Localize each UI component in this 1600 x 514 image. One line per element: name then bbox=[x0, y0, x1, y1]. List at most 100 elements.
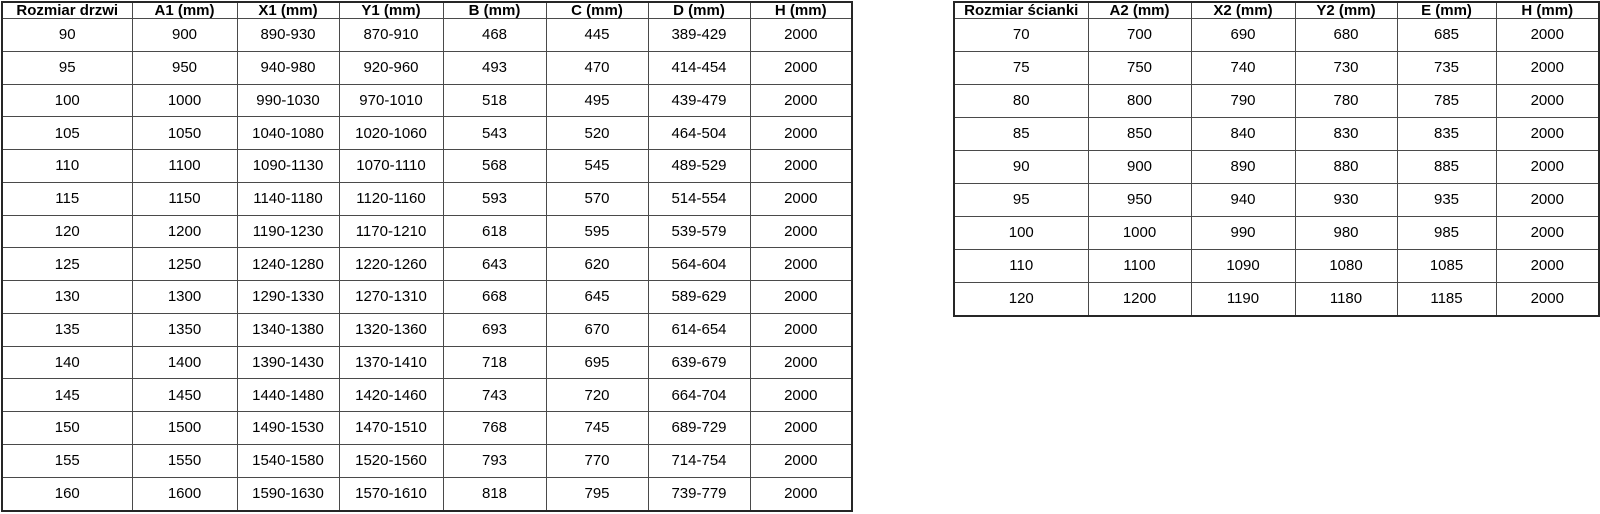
table-cell: 2000 bbox=[749, 280, 853, 314]
table-cell: 740 bbox=[1190, 50, 1296, 85]
table-cell: 1040-1080 bbox=[236, 116, 340, 150]
table-cell: 95 bbox=[1, 50, 133, 85]
table-cell: 1100 bbox=[131, 149, 238, 183]
column-header: A1 (mm) bbox=[131, 1, 238, 19]
table-cell: 489-529 bbox=[647, 149, 751, 183]
table-cell: 2000 bbox=[749, 345, 853, 380]
table-row: 90 900 890 880 885 2000 bbox=[953, 149, 1600, 184]
table-cell: 1520-1560 bbox=[338, 443, 444, 478]
table-cell: 880 bbox=[1294, 149, 1398, 184]
table-cell: 2000 bbox=[1495, 50, 1600, 85]
table-row: 75 750 740 730 735 2000 bbox=[953, 50, 1600, 85]
table-cell: 120 bbox=[1, 214, 133, 249]
table-cell: 1200 bbox=[1087, 281, 1192, 317]
column-header: B (mm) bbox=[442, 1, 547, 19]
table-cell: 1450 bbox=[131, 378, 238, 412]
table-cell: 1600 bbox=[131, 476, 238, 512]
table-cell: 1370-1410 bbox=[338, 345, 444, 380]
table-cell: 2000 bbox=[1495, 281, 1600, 317]
table-cell: 90 bbox=[953, 149, 1089, 184]
table-cell: 2000 bbox=[749, 116, 853, 150]
column-header: H (mm) bbox=[749, 1, 853, 19]
table-row: 135 1350 1340-1380 1320-1360 693 670 614-654 20… bbox=[1, 312, 853, 347]
table-cell: 685 bbox=[1396, 18, 1497, 52]
table-row: 110 1100 1090 1080 1085 2000 bbox=[953, 248, 1600, 283]
table-cell: 700 bbox=[1087, 18, 1192, 52]
table-cell: 990 bbox=[1190, 215, 1296, 250]
table-cell: 389-429 bbox=[647, 18, 751, 52]
table-cell: 1540-1580 bbox=[236, 443, 340, 478]
table-cell: 930 bbox=[1294, 182, 1398, 217]
table-cell: 115 bbox=[1, 181, 133, 216]
table-cell: 795 bbox=[545, 476, 649, 512]
table-cell: 780 bbox=[1294, 83, 1398, 118]
table-cell: 818 bbox=[442, 476, 547, 512]
table-cell: 589-629 bbox=[647, 280, 751, 314]
table-cell: 1140-1180 bbox=[236, 181, 340, 216]
table-cell: 693 bbox=[442, 312, 547, 347]
table-cell: 145 bbox=[1, 378, 133, 412]
table-cell: 890-930 bbox=[236, 18, 340, 52]
table-cell: 985 bbox=[1396, 215, 1497, 250]
table-cell: 770 bbox=[545, 443, 649, 478]
column-header: X2 (mm) bbox=[1190, 1, 1296, 19]
table-cell: 745 bbox=[545, 411, 649, 445]
table-cell: 543 bbox=[442, 116, 547, 150]
table-row: 130 1300 1290-1330 1270-1310 668 645 589-629 20… bbox=[1, 280, 853, 314]
table-cell: 464-504 bbox=[647, 116, 751, 150]
table-cell: 110 bbox=[1, 149, 133, 183]
table-cell: 570 bbox=[545, 181, 649, 216]
table-cell: 125 bbox=[1, 247, 133, 281]
table-cell: 1085 bbox=[1396, 248, 1497, 283]
table-cell: 940-980 bbox=[236, 50, 340, 85]
column-header: C (mm) bbox=[545, 1, 649, 19]
header-row: Rozmiar ścianki A2 (mm) X2 (mm) Y2 (mm) E (m… bbox=[953, 1, 1600, 19]
table-cell: 1100 bbox=[1087, 248, 1192, 283]
table-row: 115 1150 1140-1180 1120-1160 593 570 514-554 20… bbox=[1, 181, 853, 216]
table-cell: 618 bbox=[442, 214, 547, 249]
table-cell: 1070-1110 bbox=[338, 149, 444, 183]
table-cell: 1570-1610 bbox=[338, 476, 444, 512]
table-cell: 840 bbox=[1190, 116, 1296, 151]
table-cell: 120 bbox=[953, 281, 1089, 317]
table-cell: 75 bbox=[953, 50, 1089, 85]
table-cell: 935 bbox=[1396, 182, 1497, 217]
column-header: Y2 (mm) bbox=[1294, 1, 1398, 19]
table-cell: 1550 bbox=[131, 443, 238, 478]
table-cell: 110 bbox=[953, 248, 1089, 283]
table-cell: 1120-1160 bbox=[338, 181, 444, 216]
table-cell: 695 bbox=[545, 345, 649, 380]
table-cell: 1220-1260 bbox=[338, 247, 444, 281]
table-cell: 2000 bbox=[749, 378, 853, 412]
table-cell: 70 bbox=[953, 18, 1089, 52]
table-row: 120 1200 1190 1180 1185 2000 bbox=[953, 281, 1600, 317]
table-cell: 1080 bbox=[1294, 248, 1398, 283]
table-cell: 2000 bbox=[1495, 215, 1600, 250]
table-cell: 643 bbox=[442, 247, 547, 281]
table-cell: 80 bbox=[953, 83, 1089, 118]
table-row: 85 850 840 830 835 2000 bbox=[953, 116, 1600, 151]
table-cell: 518 bbox=[442, 83, 547, 118]
table-cell: 2000 bbox=[1495, 248, 1600, 283]
table-cell: 990-1030 bbox=[236, 83, 340, 118]
table-cell: 735 bbox=[1396, 50, 1497, 85]
table-cell: 1185 bbox=[1396, 281, 1497, 317]
table-cell: 2000 bbox=[749, 411, 853, 445]
table-cell: 620 bbox=[545, 247, 649, 281]
column-header: E (mm) bbox=[1396, 1, 1497, 19]
table-cell: 493 bbox=[442, 50, 547, 85]
table-cell: 470 bbox=[545, 50, 649, 85]
table-row: 80 800 790 780 785 2000 bbox=[953, 83, 1600, 118]
table-cell: 2000 bbox=[749, 50, 853, 85]
table-cell: 1190-1230 bbox=[236, 214, 340, 249]
table-row: 140 1400 1390-1430 1370-1410 718 695 639-679 20… bbox=[1, 345, 853, 380]
table-cell: 614-654 bbox=[647, 312, 751, 347]
table-cell: 2000 bbox=[749, 443, 853, 478]
column-header: D (mm) bbox=[647, 1, 751, 19]
table-cell: 140 bbox=[1, 345, 133, 380]
table-cell: 593 bbox=[442, 181, 547, 216]
table-cell: 2000 bbox=[1495, 18, 1600, 52]
table-cell: 514-554 bbox=[647, 181, 751, 216]
table-cell: 1000 bbox=[1087, 215, 1192, 250]
table-cell: 1590-1630 bbox=[236, 476, 340, 512]
